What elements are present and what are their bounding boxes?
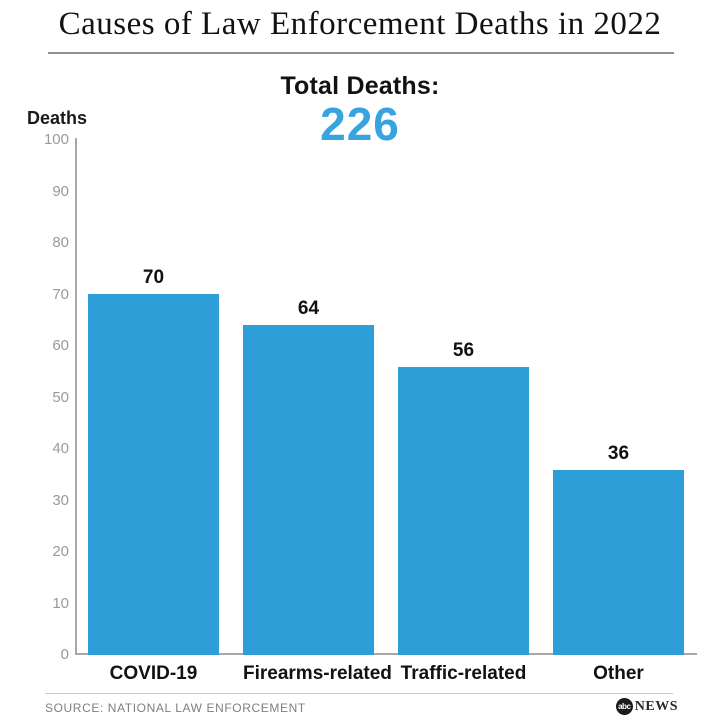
- y-axis-line: [75, 138, 77, 655]
- y-tick-label: 80: [52, 234, 69, 251]
- y-tick-label: 70: [52, 285, 69, 303]
- y-tick-label: 30: [52, 491, 69, 509]
- y-tick-label: 0: [60, 646, 69, 663]
- total-deaths-value: 226: [320, 98, 400, 150]
- chart-title: Causes of Law Enforcement Deaths in 2022: [58, 6, 662, 42]
- bar-category-label: COVID-19: [109, 663, 198, 684]
- title-divider: [48, 52, 674, 54]
- bar-value-label: 64: [297, 298, 320, 319]
- bar-firearms-related: [243, 325, 374, 655]
- bar-category-label: Firearms-related: [243, 663, 392, 684]
- bar-category-label: Traffic-related: [400, 663, 527, 684]
- abc-logo-icon: abc: [615, 698, 633, 715]
- plot-area: 0 10 20 30 40 50 60 70 80 90 100 70 COVID-19 64 Firea…: [44, 131, 697, 684]
- bar-other: [553, 470, 684, 655]
- total-deaths-label: Total Deaths:: [280, 72, 440, 100]
- bar-covid-19: [88, 294, 219, 655]
- y-tick-label: 60: [52, 337, 69, 354]
- y-tick-label: 40: [52, 440, 69, 457]
- y-axis-title: Deaths: [27, 108, 88, 128]
- y-tick-label: 20: [52, 543, 69, 560]
- y-tick-label: 100: [43, 131, 69, 148]
- bar-value-label: 56: [452, 340, 475, 361]
- source-text: SOURCE: NATIONAL LAW ENFORCEMENT: [45, 701, 306, 715]
- bar-value-label: 70: [142, 267, 165, 288]
- bar-traffic-related: [398, 367, 529, 655]
- total-deaths-block: Total Deaths: 226: [0, 72, 720, 150]
- abc-news-logo: abc NEWS: [615, 698, 678, 715]
- y-tick-label: 50: [52, 388, 69, 406]
- bar-category-label: Other: [593, 663, 644, 684]
- x-axis-line: [75, 653, 697, 655]
- news-wordmark: NEWS: [634, 698, 678, 714]
- bar-value-label: 36: [607, 443, 630, 464]
- footer-divider: [45, 693, 673, 694]
- y-tick-label: 90: [52, 182, 69, 200]
- y-tick-label: 10: [52, 594, 69, 612]
